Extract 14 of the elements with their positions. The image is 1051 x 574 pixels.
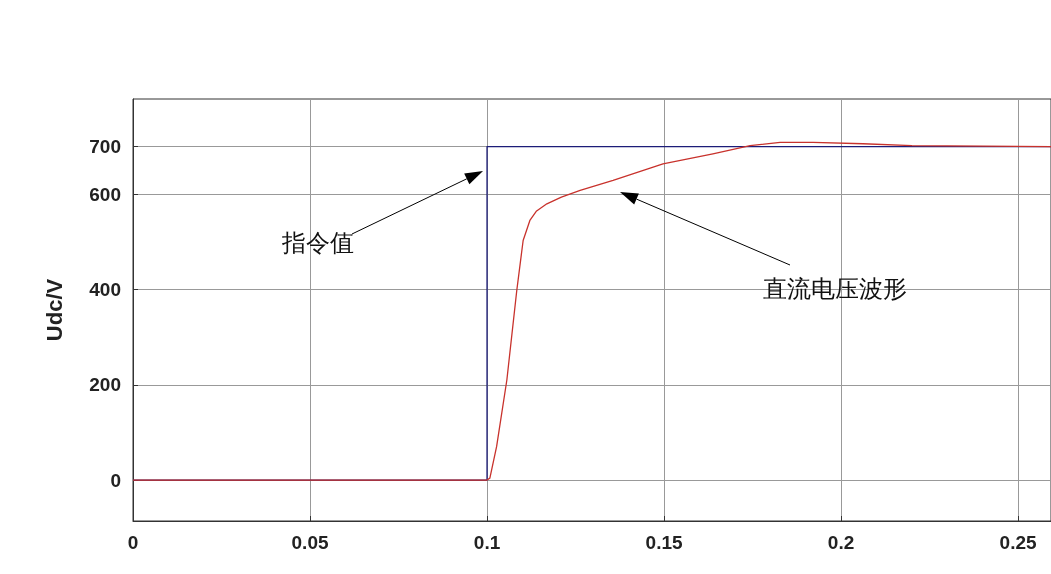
- x-tick-label: 0: [127, 532, 139, 553]
- x-tick-label: 0.2: [827, 532, 855, 553]
- x-tick-label: 0.15: [645, 532, 683, 553]
- y-tick-label: 600: [89, 183, 121, 205]
- annotation: 直流电压波形: [763, 276, 907, 302]
- y-axis-title: Udc/V: [41, 278, 67, 342]
- y-tick-label: 0: [110, 469, 121, 491]
- annotation: 指令值: [281, 230, 354, 256]
- y-tick-label: 700: [89, 136, 121, 158]
- x-tick-label: 0.25: [999, 532, 1037, 553]
- y-tick-label: 200: [89, 374, 121, 396]
- y-tick-label: 400: [89, 279, 121, 301]
- x-tick-label: 0.05: [291, 532, 329, 553]
- x-tick-label: 0.1: [473, 532, 501, 553]
